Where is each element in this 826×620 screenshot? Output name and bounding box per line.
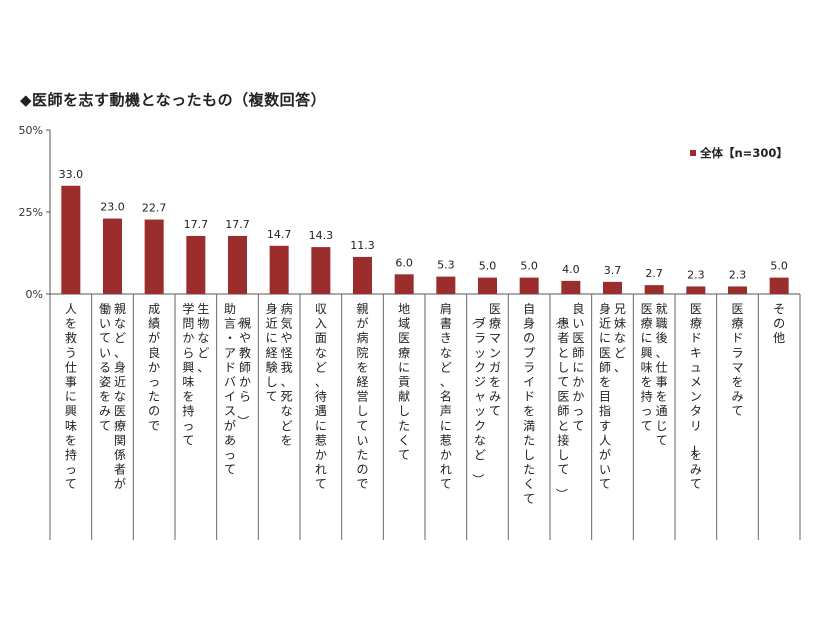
chart-legend: 全体【n=300】 bbox=[690, 146, 788, 160]
bar-value-label: 14.3 bbox=[309, 229, 334, 242]
chart-axes: 0% 25% 50% bbox=[19, 124, 801, 540]
category-label-column: 医療ドラマをみて bbox=[731, 302, 743, 418]
y-tick-label: 50% bbox=[19, 124, 43, 137]
bar bbox=[394, 274, 414, 294]
category-label-column: 自身のプライドを満たしたくて bbox=[523, 302, 535, 506]
category-label: 医療ドキュメンタリーをみて bbox=[687, 302, 702, 491]
bar bbox=[728, 286, 747, 294]
bar-value-label: 5.0 bbox=[520, 260, 538, 273]
bar bbox=[144, 219, 164, 294]
bar-value-label: 22.7 bbox=[142, 202, 167, 215]
category-label-column: 助言・アドバイスがあって bbox=[224, 302, 236, 477]
bar bbox=[603, 281, 622, 294]
category-label: 人を救う仕事に興味を持って bbox=[65, 302, 77, 491]
bar bbox=[478, 277, 497, 294]
chart-bars bbox=[61, 185, 789, 294]
bar-value-label: 4.0 bbox=[562, 263, 580, 276]
category-label-column: 医療に興味を持って bbox=[641, 302, 653, 433]
bar bbox=[186, 235, 206, 294]
category-label-column: 身近に経験して bbox=[266, 301, 278, 404]
bar bbox=[103, 218, 122, 294]
category-label-column: 医療ドキュメンタリーをみて bbox=[687, 302, 702, 491]
category-label: その他 bbox=[773, 302, 785, 345]
bar bbox=[228, 235, 247, 294]
bar-value-label: 23.0 bbox=[100, 201, 125, 214]
bar-value-label: 2.7 bbox=[645, 267, 663, 280]
category-label: 良い医師にかかって（患者として医師と接して） bbox=[554, 301, 584, 500]
bar-value-label: 11.3 bbox=[350, 239, 375, 252]
bar-value-label: 17.7 bbox=[184, 218, 209, 231]
bar-value-label: 17.7 bbox=[225, 218, 250, 231]
category-label: 医療ドラマをみて bbox=[731, 302, 743, 418]
bar bbox=[561, 280, 581, 294]
category-label-column: 医療マンガをみて bbox=[489, 302, 501, 418]
category-label-column: 働いている姿をみて bbox=[99, 302, 111, 433]
category-label-column: その他 bbox=[773, 302, 785, 345]
category-label-column: 肩書きなど、名声に惹かれて bbox=[440, 301, 452, 491]
legend-swatch bbox=[690, 150, 696, 156]
legend-label: 全体【n=300】 bbox=[699, 146, 788, 160]
category-label: 親が病院を経営していたので bbox=[356, 302, 368, 491]
category-label-column: 地域医療に貢献したくて bbox=[398, 302, 410, 462]
category-label-column: 学問から興味を持って bbox=[182, 301, 194, 447]
category-label-column: 病気や怪我、死などを bbox=[281, 301, 293, 447]
bar bbox=[686, 286, 706, 294]
bar bbox=[353, 256, 372, 294]
bar-value-label: 33.0 bbox=[59, 168, 84, 181]
category-label: （親や教師から）助言・アドバイスがあって bbox=[224, 302, 251, 477]
bar bbox=[61, 185, 81, 294]
bar-value-label: 5.3 bbox=[437, 259, 455, 272]
bar-value-label: 14.7 bbox=[267, 228, 292, 241]
bar bbox=[311, 247, 331, 294]
category-label: 地域医療に貢献したくて bbox=[398, 302, 410, 462]
bar-value-label: 2.3 bbox=[729, 268, 747, 281]
y-tick-label: 25% bbox=[19, 206, 43, 219]
category-label: 自身のプライドを満たしたくて bbox=[523, 302, 535, 506]
category-label-column: 人を救う仕事に興味を持って bbox=[65, 302, 77, 491]
bar-value-label: 2.3 bbox=[687, 268, 705, 281]
chart-value-labels: 33.0 23.0 22.7 17.7 17.7 14.7 14.3 11.3 6.0 5.3 5.… bbox=[59, 168, 788, 282]
chart-title: ◆医師を志す動機となったもの（複数回答） bbox=[20, 91, 327, 109]
category-label-column: 良い医師にかかって bbox=[572, 301, 584, 433]
bar-value-label: 5.0 bbox=[479, 260, 497, 273]
category-label-column: 生物など、 bbox=[197, 302, 209, 374]
category-label-column: （ブラックジャックなど） bbox=[471, 313, 486, 486]
bar bbox=[269, 245, 289, 294]
category-label-column: 成績が良かったので bbox=[148, 302, 160, 433]
bar-value-label: 6.0 bbox=[395, 256, 413, 269]
category-label-column: 親など、身近な医療関係者が bbox=[114, 302, 126, 491]
category-label: 兄妹など、身近に医師を目指す人がいて bbox=[599, 301, 626, 491]
bar bbox=[519, 277, 539, 294]
bar-value-label: 3.7 bbox=[604, 264, 622, 277]
bar-value-label: 5.0 bbox=[770, 260, 788, 273]
category-label: 医療マンガをみて（ブラックジャックなど） bbox=[471, 302, 501, 486]
category-label-column: （患者として医師と接して） bbox=[554, 313, 569, 500]
category-label-column: 親が病院を経営していたので bbox=[356, 302, 368, 491]
category-label-column: 収入面など、待遇に惹かれて bbox=[315, 302, 327, 491]
category-label: 肩書きなど、名声に惹かれて bbox=[440, 301, 452, 491]
category-label: 成績が良かったので bbox=[148, 302, 160, 433]
bar bbox=[436, 276, 456, 294]
y-tick-label: 0% bbox=[26, 288, 43, 301]
category-label-column: 兄妹など、 bbox=[614, 302, 626, 374]
bar bbox=[769, 277, 789, 294]
category-label: 収入面など、待遇に惹かれて bbox=[315, 302, 327, 491]
category-label-column: （親や教師から） bbox=[236, 313, 251, 427]
category-label: 生物など、学問から興味を持って bbox=[182, 301, 209, 447]
category-label-column: 就職後、仕事を通じて bbox=[656, 302, 668, 447]
bar bbox=[644, 285, 664, 294]
category-label-column: 身近に医師を目指す人がいて bbox=[599, 301, 611, 491]
